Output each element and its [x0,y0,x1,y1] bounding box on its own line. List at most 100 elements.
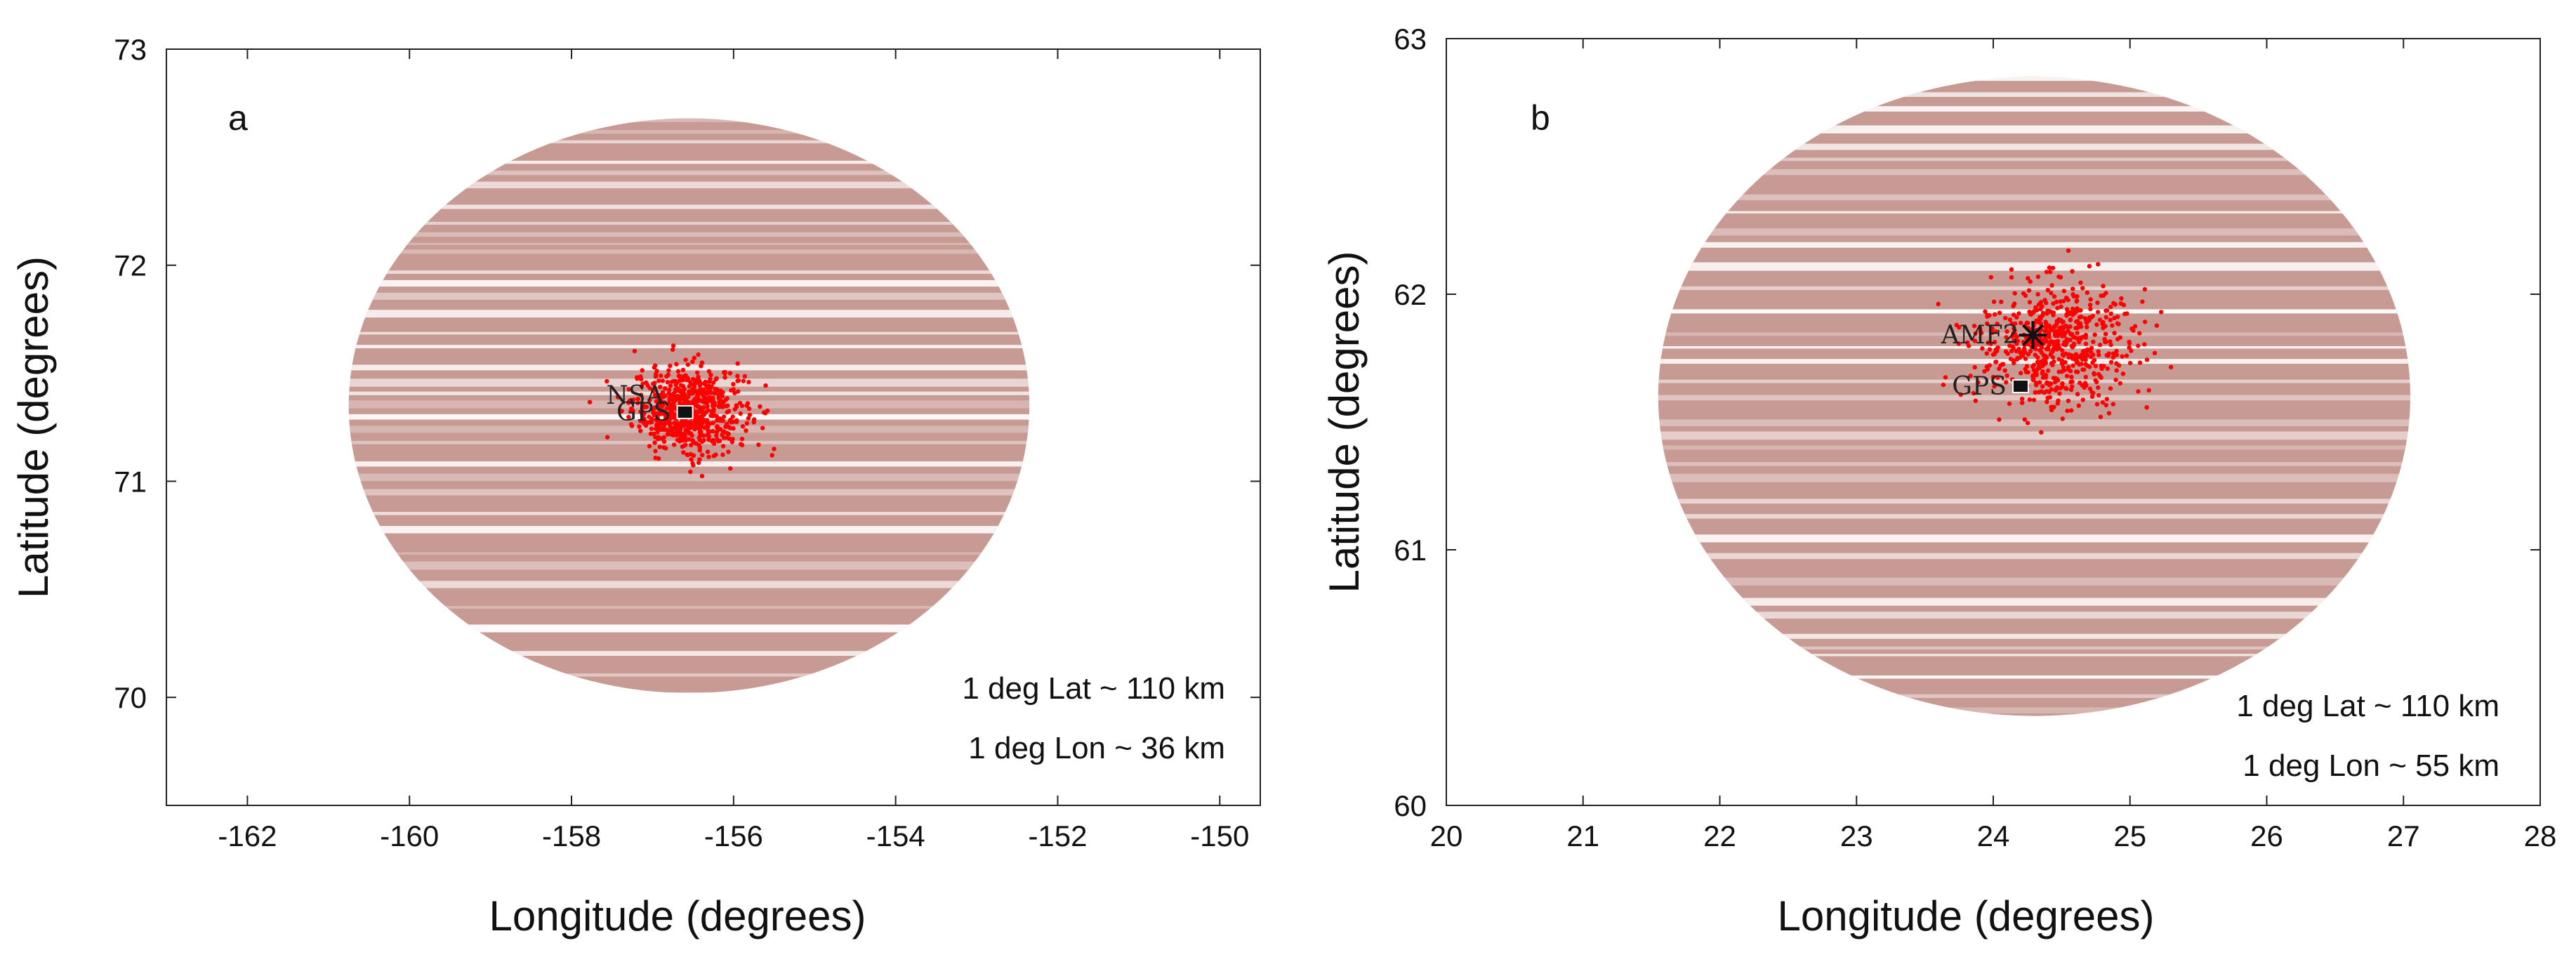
data-point [640,413,645,418]
data-point [2060,319,2065,324]
data-point [681,450,686,455]
data-point [2046,368,2051,374]
station-label: NSA [606,381,664,410]
data-point [2118,381,2122,386]
data-point [2075,369,2080,374]
data-point [659,401,663,406]
data-point [746,416,751,421]
data-point [2127,339,2132,345]
data-point [710,414,715,418]
data-point [2064,374,2070,378]
data-point [2129,348,2134,353]
data-point [2053,388,2058,393]
data-point [2060,352,2065,357]
data-point [706,407,711,413]
coverage-stripe [1658,461,2410,466]
data-point [2056,369,2061,374]
x-axis-title: Longitude (degrees) [489,892,866,940]
data-point [695,426,700,430]
data-point [2043,319,2048,324]
data-point [1995,322,2000,327]
data-point [630,408,635,413]
data-point [2018,371,2023,376]
data-point [643,404,648,409]
y-tick-label: 71 [114,465,147,498]
coverage-stripe [1658,654,2410,657]
data-point [1993,360,1998,364]
data-point [2070,306,2075,311]
scatter-points [587,343,777,479]
panel-label: b [1531,98,1550,138]
x-tick-label: 25 [2113,819,2146,852]
x-tick-label: 23 [1840,819,1873,852]
data-point [726,449,731,454]
data-point [696,442,701,448]
x-tick-label: -156 [704,819,763,852]
data-point [2038,316,2043,322]
data-point [672,425,677,430]
data-point [724,421,729,426]
data-point [653,455,658,461]
data-point [2108,304,2113,310]
data-point [1966,343,1971,348]
data-point [2127,360,2133,366]
data-point [698,387,703,392]
data-point [724,404,729,409]
data-point [2021,291,2026,296]
data-point [2004,329,2009,334]
data-point [2082,385,2087,390]
data-point [2085,324,2089,329]
data-point [696,352,701,357]
data-point [635,400,640,406]
x-tick-label: -154 [866,819,925,852]
data-point [1997,310,2002,315]
data-point [2069,374,2074,379]
coverage-stripe [348,279,1030,287]
data-point [2037,348,2042,353]
data-point [1957,325,1962,330]
data-point [2103,339,2108,345]
data-point [703,379,708,384]
data-point [2018,320,2023,326]
data-point [2009,275,2014,280]
data-point [1977,326,1983,331]
data-point [2074,299,2079,304]
data-point [656,378,661,383]
data-point [2114,348,2119,354]
data-point [2018,350,2023,355]
data-point [661,418,666,424]
data-point [2072,335,2078,340]
y-tick-label: 63 [1394,22,1427,55]
data-point [2033,305,2038,310]
station-marker-square [2012,379,2029,394]
data-point [2040,310,2046,315]
data-point [715,424,720,429]
coverage-stripe [348,581,1030,588]
data-point [2061,365,2066,370]
data-point [2094,379,2099,385]
data-point [2009,348,2014,353]
data-point [2044,270,2049,275]
panel-b: AMF2 GPS 20 21 22 23 24 25 26 27 28 60 61 62 63 Longitu… [1321,22,2556,940]
data-point [716,404,722,409]
coverage-stripe [1658,707,2410,713]
data-point [2009,321,2014,327]
coverage-stripe [1658,211,2410,213]
data-point [727,371,733,376]
data-point [2038,300,2044,305]
data-point [2113,377,2118,383]
coverage-stripe [348,605,1030,609]
scale-note: 1 deg Lat ~ 110 km [2236,689,2499,723]
data-point [696,374,701,379]
data-point [2099,294,2103,298]
data-point [2047,340,2052,345]
data-point [2025,421,2030,426]
data-point [2073,326,2078,331]
data-point [2096,393,2101,398]
x-tick-label: -158 [542,819,601,852]
data-point [2070,356,2075,361]
data-point [699,364,704,369]
data-point [675,385,680,391]
data-point [2044,328,2049,334]
